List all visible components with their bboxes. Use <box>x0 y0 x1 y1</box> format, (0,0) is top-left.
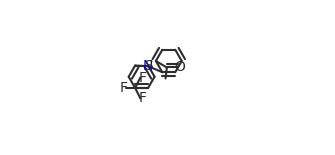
Text: F: F <box>139 71 147 85</box>
Text: S: S <box>144 59 152 73</box>
Text: O: O <box>175 60 186 74</box>
Text: N: N <box>143 59 153 73</box>
Text: F: F <box>120 81 128 95</box>
Text: F: F <box>139 91 147 105</box>
